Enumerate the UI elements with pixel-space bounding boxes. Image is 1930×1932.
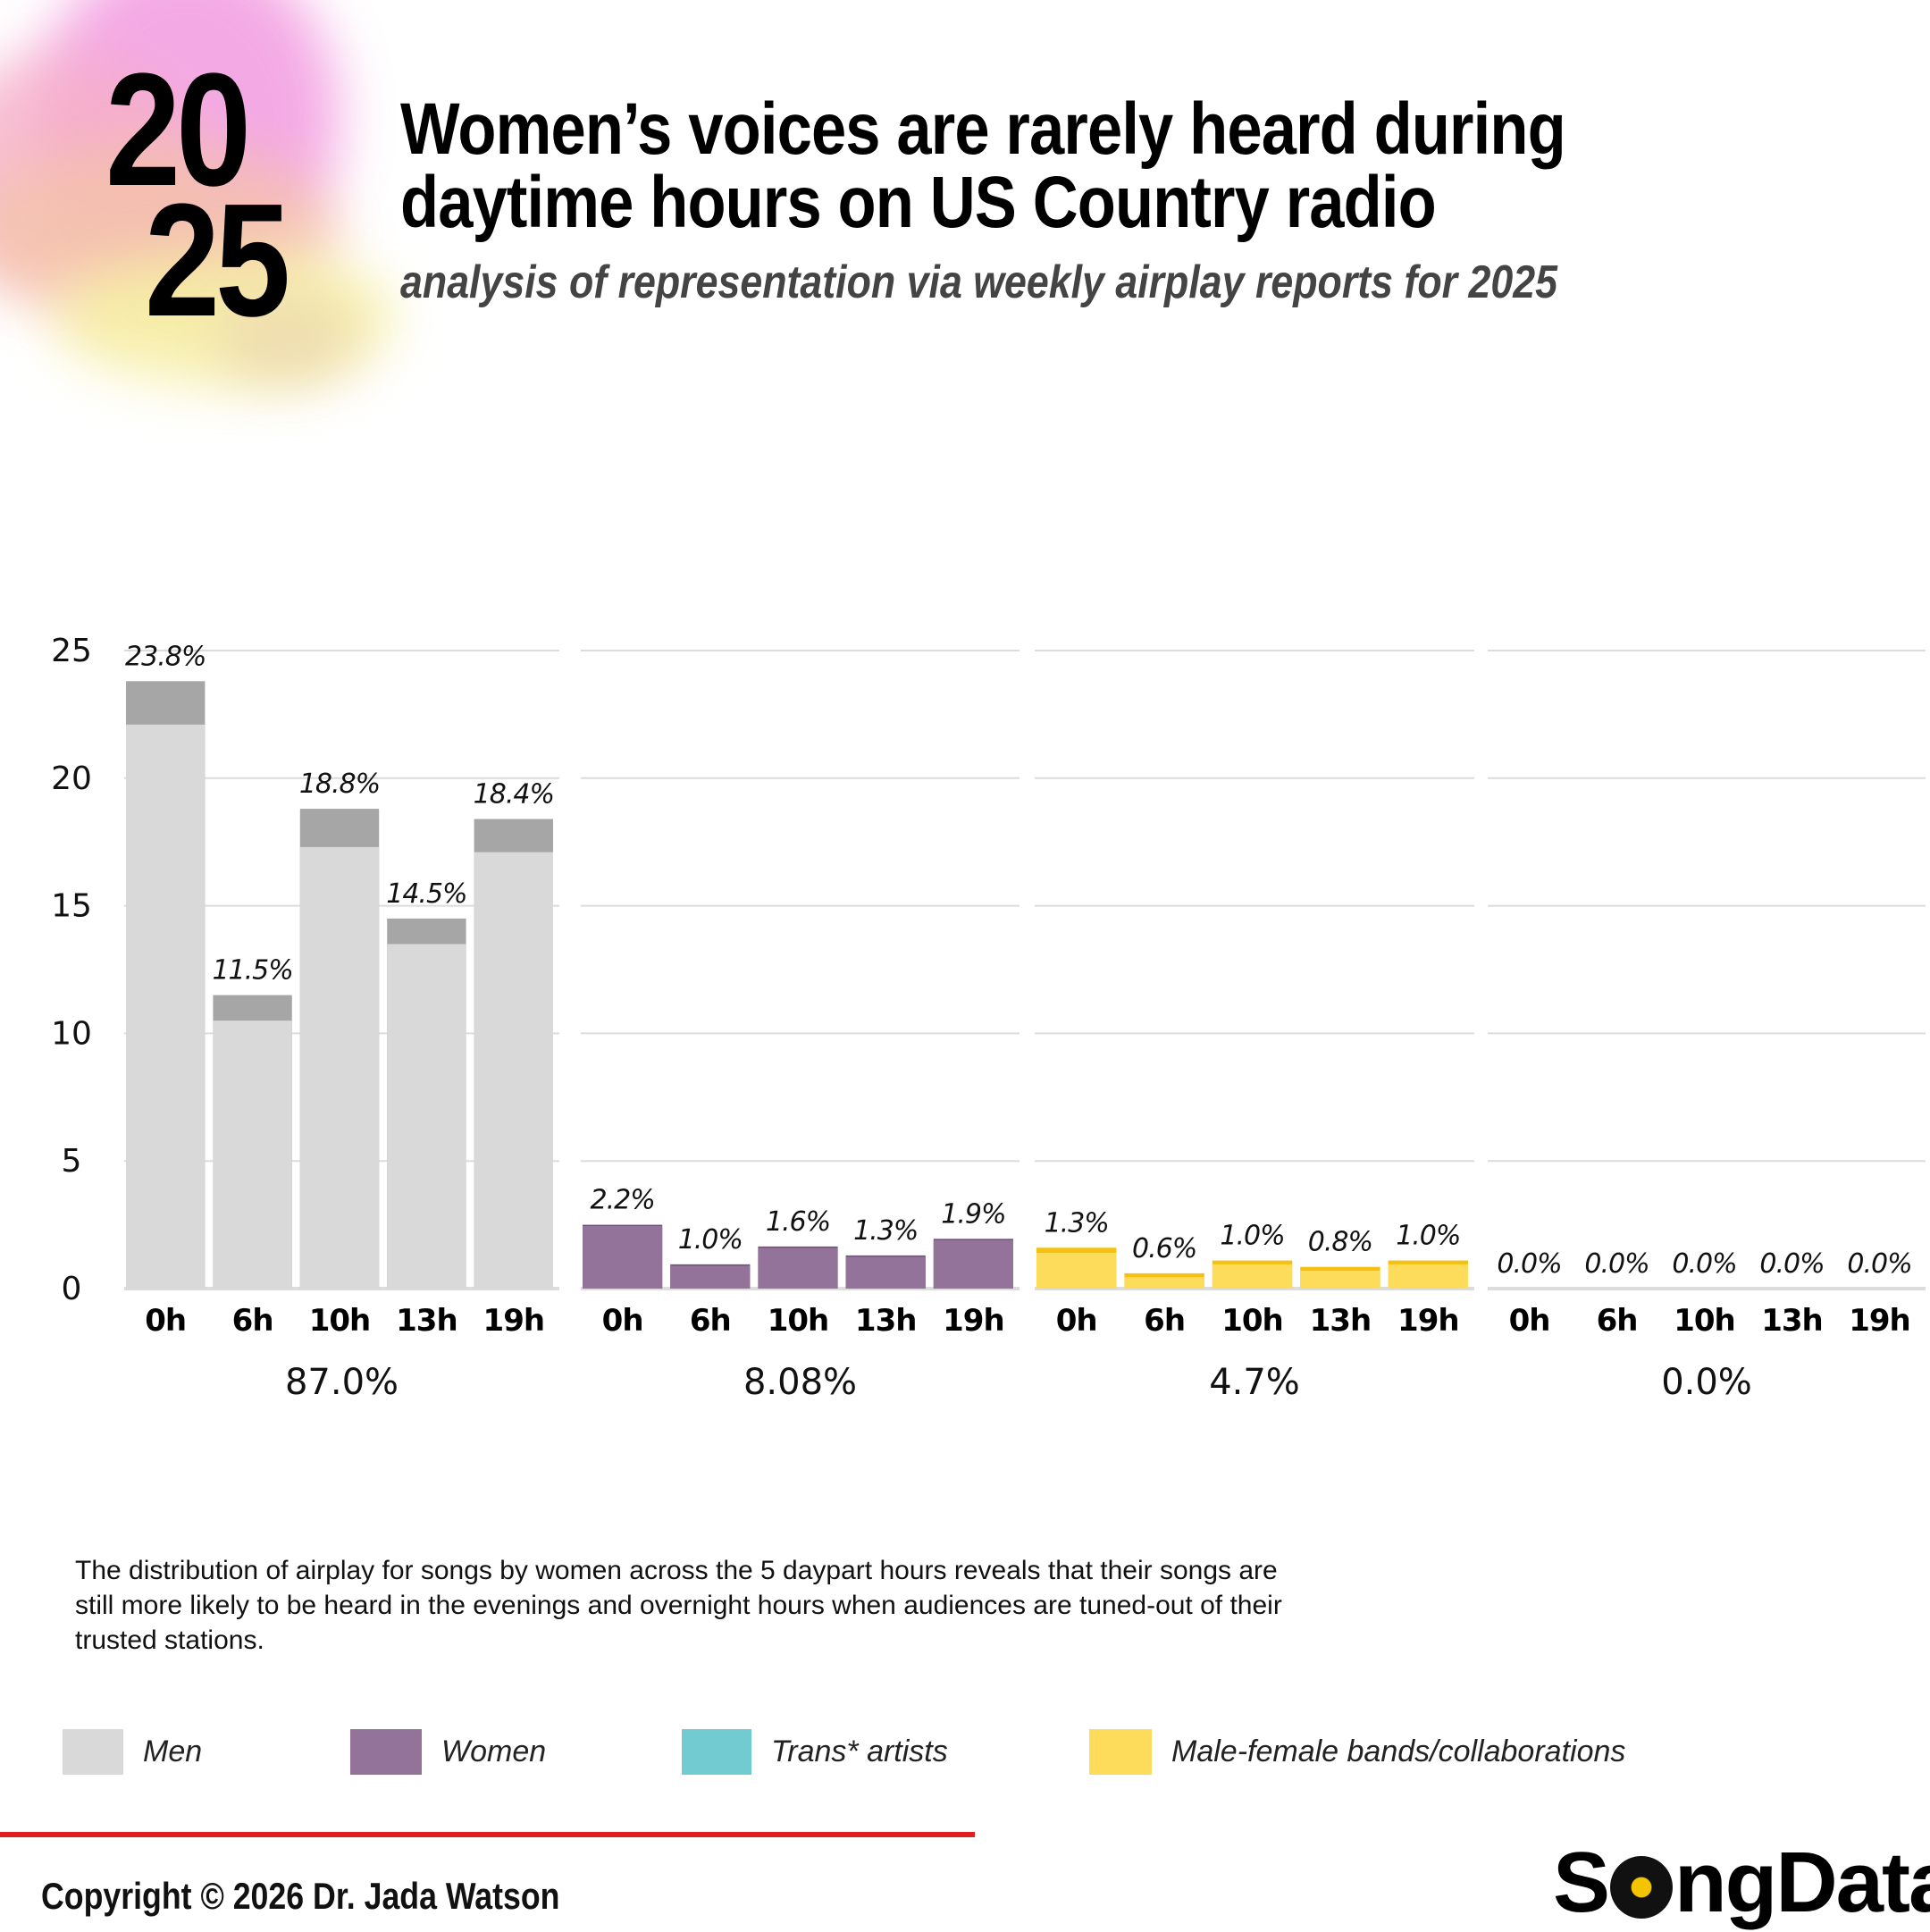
data-label: 18.8% [299, 769, 380, 800]
data-label: 0.0% [1497, 1248, 1561, 1280]
bar-chart: 0 5 10 15 20 25 23.8% 0h 11.5% 6h 18.8% 10h 14.5% 13h… [51, 633, 1926, 1403]
data-label: 1.0% [1396, 1221, 1460, 1252]
data-label: 1.9% [941, 1198, 1005, 1230]
x-tick-label: 0h [602, 1303, 643, 1339]
data-label: 0.0% [1759, 1248, 1824, 1280]
panel-total-label: 4.7% [1209, 1362, 1300, 1403]
bar-men-0h [126, 724, 206, 1289]
data-label: 0.6% [1132, 1233, 1196, 1264]
data-label: 0.8% [1308, 1227, 1372, 1258]
x-tick-label: 6h [1597, 1303, 1638, 1339]
description: The distribution of airplay for songs by… [75, 1556, 1282, 1655]
bar-male-0h [1036, 1253, 1117, 1289]
divider-line [0, 1832, 975, 1837]
bar-male-13h [1300, 1271, 1380, 1289]
data-label: 1.3% [853, 1215, 918, 1247]
data-label: 11.5% [212, 955, 292, 987]
x-tick-label: 0h [1509, 1303, 1550, 1339]
bar-women-19h [933, 1239, 1013, 1289]
data-label: 18.4% [474, 778, 554, 810]
bar-women-6h [670, 1265, 751, 1289]
legend-item-men: Men [63, 1729, 202, 1775]
x-tick-label: 10h [1674, 1303, 1735, 1339]
legend-label: Male-female bands/collaborations [1171, 1735, 1626, 1768]
copyright: Copyright © 2026 Dr. Jada Watson [41, 1875, 560, 1917]
x-tick-label: 6h [232, 1303, 273, 1339]
year-top: 20 [105, 40, 251, 220]
x-tick-label: 6h [690, 1303, 731, 1339]
legend-swatch [682, 1729, 751, 1775]
data-label: 14.5% [386, 878, 466, 910]
x-tick-label: 19h [483, 1303, 545, 1339]
bar-women-13h [845, 1256, 926, 1289]
x-tick-label: 10h [768, 1303, 829, 1339]
data-label: 1.3% [1045, 1207, 1109, 1239]
bar-women-10h [758, 1247, 838, 1289]
panel-total-label: 8.08% [743, 1362, 857, 1403]
x-tick-label: 0h [145, 1303, 186, 1339]
bar-men-6h [213, 1021, 292, 1289]
x-tick-label: 6h [1144, 1303, 1185, 1339]
x-tick-label: 13h [1310, 1303, 1372, 1339]
bar-women-0h [583, 1226, 663, 1289]
data-label: 0.0% [1847, 1248, 1911, 1280]
panel-total-label: 87.0% [285, 1362, 399, 1403]
data-label: 2.2% [590, 1185, 654, 1216]
legend-item-mixed: Male-female bands/collaborations [1089, 1729, 1625, 1775]
panel-total-label: 0.0% [1661, 1362, 1752, 1403]
title-line-2: daytime hours on US Country radio [400, 162, 1437, 243]
bar-men-19h [474, 852, 553, 1289]
legend-swatch [350, 1729, 422, 1775]
y-tick-label: 25 [51, 633, 92, 669]
legend-label: Women [441, 1735, 547, 1768]
y-tick-label: 15 [51, 888, 92, 925]
data-label: 1.0% [1220, 1221, 1284, 1252]
bar-men-13h [387, 944, 466, 1289]
year-bottom: 25 [145, 171, 290, 350]
x-tick-label: 13h [396, 1303, 457, 1339]
legend-label: Men [143, 1735, 203, 1768]
x-tick-label: 10h [309, 1303, 371, 1339]
bar-male-10h [1212, 1264, 1293, 1289]
legend-swatch [63, 1729, 123, 1775]
y-tick-label: 0 [62, 1271, 82, 1307]
y-tick-label: 20 [51, 760, 92, 797]
legend-item-women: Women [350, 1729, 546, 1775]
y-tick-label: 5 [62, 1143, 82, 1180]
data-label: 23.8% [125, 641, 206, 672]
x-tick-label: 19h [1397, 1303, 1459, 1339]
bar-men-10h [299, 846, 380, 1289]
x-tick-label: 19h [943, 1303, 1004, 1339]
legend-label: Trans* artists [771, 1735, 948, 1768]
x-tick-label: 0h [1056, 1303, 1097, 1339]
subtitle: analysis of representation via weekly ai… [400, 256, 1557, 308]
x-tick-label: 19h [1849, 1303, 1910, 1339]
bar-male-6h [1124, 1277, 1204, 1289]
x-tick-label: 13h [1761, 1303, 1823, 1339]
y-tick-label: 10 [51, 1015, 92, 1052]
data-label: 0.0% [1672, 1248, 1736, 1280]
x-tick-label: 13h [855, 1303, 917, 1339]
data-label: 1.6% [766, 1206, 830, 1238]
title-line-1: Women’s voices are rarely heard during [400, 88, 1566, 170]
legend-swatch [1089, 1729, 1152, 1775]
x-tick-label: 10h [1221, 1303, 1283, 1339]
vinyl-record-icon [1610, 1856, 1674, 1919]
bar-male-19h [1388, 1264, 1468, 1289]
data-label: 0.0% [1584, 1248, 1649, 1280]
data-label: 1.0% [678, 1224, 743, 1256]
legend-item-trans: Trans* artists [682, 1729, 948, 1775]
page-title: Women’s voices are rarely heard during d… [400, 88, 1566, 243]
